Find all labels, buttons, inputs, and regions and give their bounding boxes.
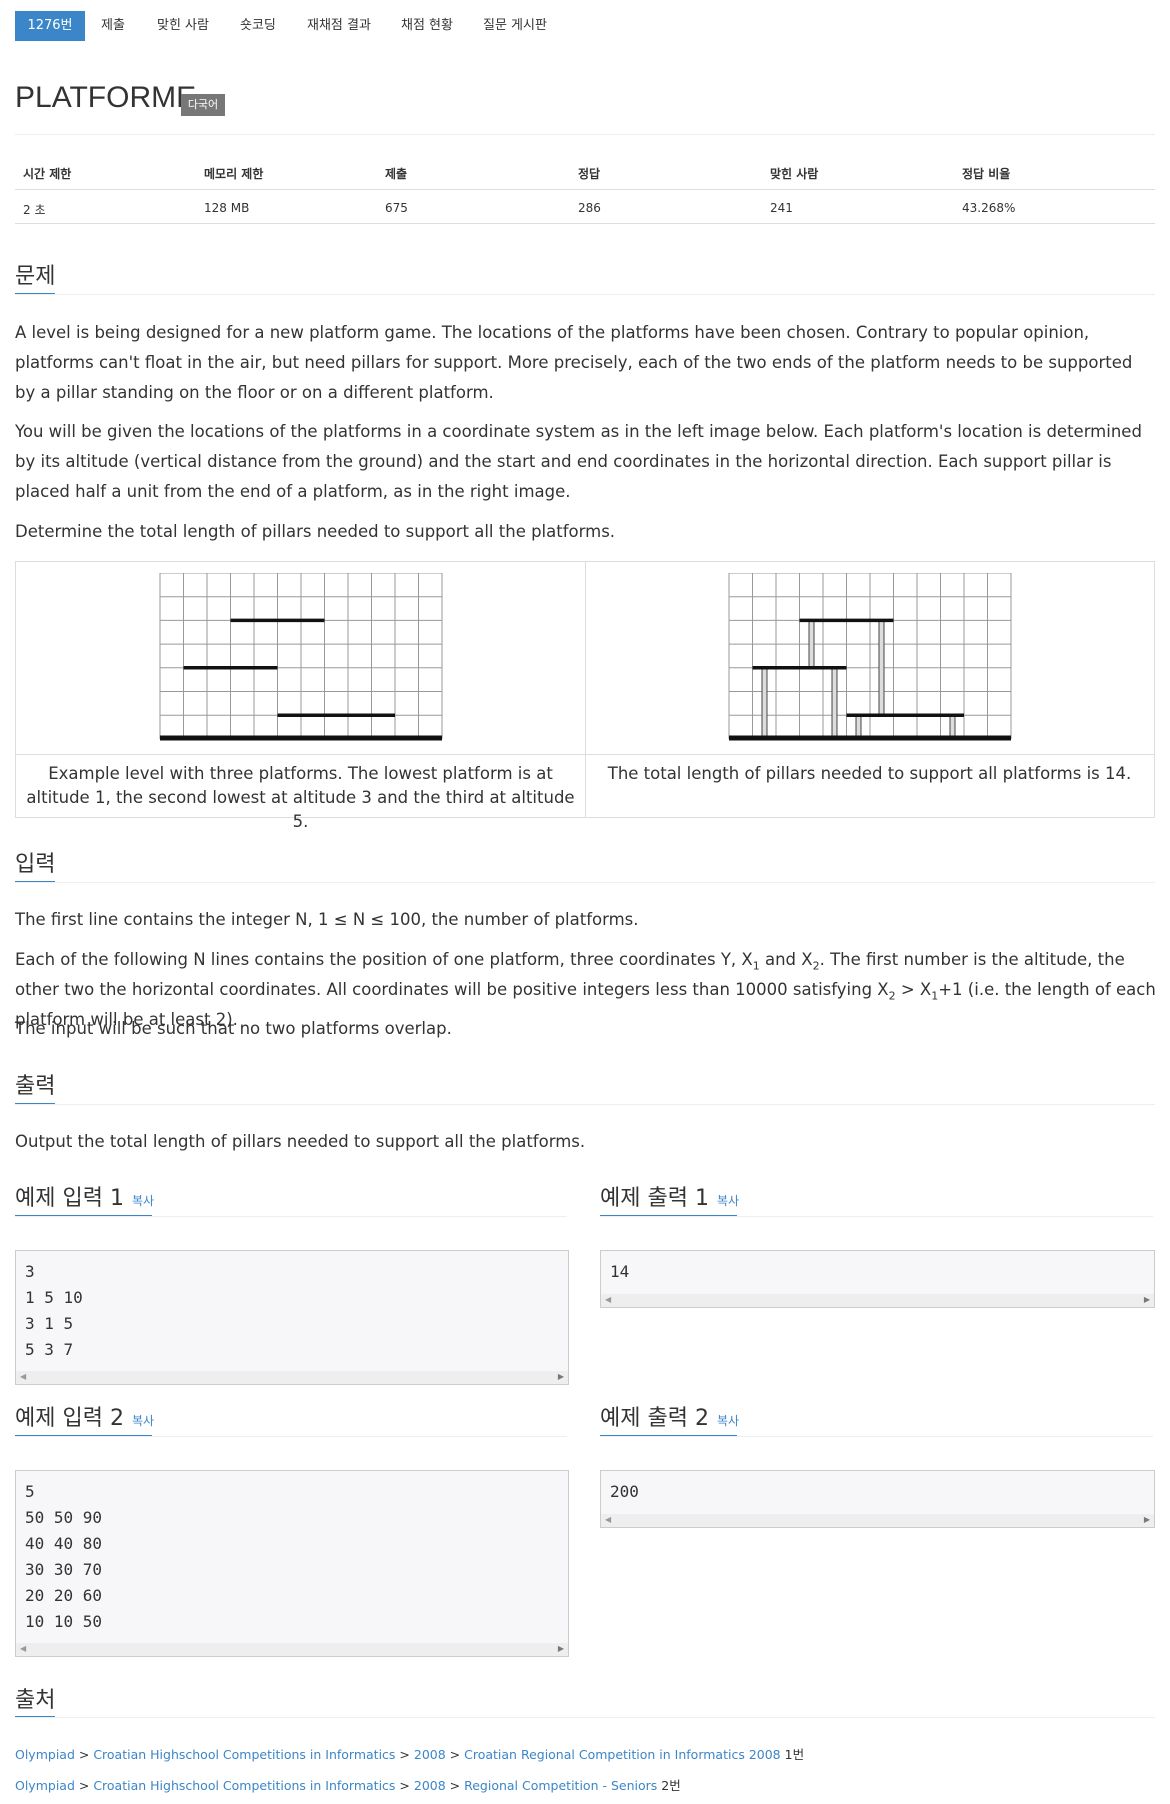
scroll-left-icon[interactable]: ◀ (605, 1295, 612, 1304)
info-header-divider (15, 189, 1155, 190)
copy-button[interactable]: 복사 (131, 1194, 155, 1208)
page-title: PLATFORME (15, 81, 197, 114)
problem-paragraph-1: A level is being designed for a new plat… (15, 323, 1133, 402)
source-line-2: Olympiad > Croatian Highschool Competiti… (15, 1778, 681, 1793)
scroll-left-icon[interactable]: ◀ (605, 1515, 612, 1524)
source-heading: 출처 (15, 1688, 56, 1713)
input-paragraph-1: The first line contains the integer N, 1… (15, 910, 639, 929)
scroll-left-icon[interactable]: ◀ (20, 1372, 27, 1381)
figure-table: Example level with three platforms. The … (15, 561, 1155, 831)
output-divider (15, 1104, 1155, 1105)
info-header-time: 시간 제한 (23, 167, 72, 181)
tab-shortcoding[interactable]: 숏코딩 (240, 18, 276, 33)
problem-paragraph-3: Determine the total length of pillars ne… (15, 522, 616, 541)
sample-input-1-box[interactable]: 3 1 5 10 3 1 5 5 3 7 ◀ ▶ (15, 1250, 569, 1385)
problem-heading: 문제 (15, 264, 56, 289)
input-paragraph-3: The input will be such that no two platf… (15, 1019, 452, 1038)
scroll-right-icon[interactable]: ▶ (1143, 1515, 1150, 1524)
sample-output-2-divider (600, 1436, 1153, 1437)
source-link[interactable]: 2008 (413, 1747, 446, 1762)
sample-input-1-code: 3 1 5 10 3 1 5 5 3 7 (25, 1262, 83, 1359)
info-header-accepted: 정답 (578, 167, 601, 181)
source-link[interactable]: Olympiad (15, 1778, 75, 1793)
title-divider (15, 134, 1155, 135)
source-problem-number: 2번 (661, 1778, 681, 1793)
horizontal-scrollbar[interactable]: ◀ ▶ (601, 1294, 1154, 1307)
source-link[interactable]: Croatian Highschool Competitions in Info… (93, 1747, 396, 1762)
input-divider (15, 882, 1155, 883)
figure-caption-right: The total length of pillars needed to su… (607, 764, 1132, 783)
sample-output-2-box[interactable]: 200 ◀ ▶ (600, 1470, 1155, 1528)
problem-paragraph-2: You will be given the locations of the p… (15, 422, 1142, 501)
output-heading: 출력 (15, 1074, 56, 1099)
scroll-left-icon[interactable]: ◀ (20, 1644, 27, 1653)
sample-input-1-title: 예제 입력 1 복사 (15, 1186, 155, 1211)
info-solvers: 241 (770, 201, 793, 215)
info-accepted: 286 (578, 201, 601, 215)
source-link[interactable]: Croatian Highschool Competitions in Info… (93, 1778, 396, 1793)
source-divider (15, 1717, 1155, 1718)
info-header-memory: 메모리 제한 (204, 167, 264, 181)
sample-input-2-title: 예제 입력 2 복사 (15, 1406, 155, 1431)
source-line-1: Olympiad > Croatian Highschool Competiti… (15, 1747, 805, 1762)
source-link[interactable]: Olympiad (15, 1747, 75, 1762)
copy-button[interactable]: 복사 (716, 1414, 740, 1428)
source-link[interactable]: Croatian Regional Competition in Informa… (464, 1747, 781, 1762)
sample-output-1-code: 14 (610, 1262, 630, 1281)
source-problem-number: 1번 (784, 1747, 805, 1762)
output-paragraph-1: Output the total length of pillars neede… (15, 1132, 586, 1151)
source-link[interactable]: 2008 (413, 1778, 446, 1793)
scroll-right-icon[interactable]: ▶ (557, 1644, 564, 1653)
platforms-figure (159, 573, 443, 741)
info-bottom-divider (15, 223, 1155, 224)
input-heading: 입력 (15, 852, 56, 877)
horizontal-scrollbar[interactable]: ◀ ▶ (16, 1643, 568, 1656)
sample-output-1-title: 예제 출력 1 복사 (600, 1186, 740, 1211)
info-header-solvers: 맞힌 사람 (770, 167, 819, 181)
horizontal-scrollbar[interactable]: ◀ ▶ (16, 1371, 568, 1384)
tab-problem[interactable]: 1276번 (15, 11, 85, 41)
copy-button[interactable]: 복사 (716, 1194, 740, 1208)
info-submissions: 675 (385, 201, 408, 215)
info-time: 2 초 (23, 203, 46, 217)
sample-input-2-box[interactable]: 5 50 50 90 40 40 80 30 30 70 20 20 60 10… (15, 1470, 569, 1657)
sample-output-1-box[interactable]: 14 ◀ ▶ (600, 1250, 1155, 1308)
input-paragraph-2: Each of the following N lines contains t… (15, 950, 1156, 1029)
pillars-figure (728, 573, 1012, 741)
scroll-right-icon[interactable]: ▶ (557, 1372, 564, 1381)
tab-rejudge[interactable]: 재채점 결과 (307, 18, 371, 33)
sample-output-2-title: 예제 출력 2 복사 (600, 1406, 740, 1431)
info-header-submissions: 제출 (385, 167, 408, 181)
figure-column-divider (585, 562, 586, 817)
tab-board[interactable]: 질문 게시판 (483, 18, 547, 33)
info-memory: 128 MB (204, 201, 250, 215)
info-ratio: 43.268% (962, 201, 1016, 215)
figure-caption-left: Example level with three platforms. The … (26, 764, 575, 831)
sample-input-2-divider (15, 1436, 567, 1437)
problem-divider (15, 294, 1155, 295)
sample-input-1-divider (15, 1216, 567, 1217)
sample-input-2-code: 5 50 50 90 40 40 80 30 30 70 20 20 60 10… (25, 1482, 103, 1631)
scroll-right-icon[interactable]: ▶ (1143, 1295, 1150, 1304)
source-link[interactable]: Regional Competition - Seniors (464, 1778, 658, 1793)
copy-button[interactable]: 복사 (131, 1414, 155, 1428)
figure-row-divider (16, 754, 1154, 755)
info-header-ratio: 정답 비율 (962, 167, 1011, 181)
tab-submit[interactable]: 제출 (101, 18, 125, 33)
tab-solvers[interactable]: 맞힌 사람 (157, 18, 209, 33)
sample-output-1-divider (600, 1216, 1153, 1217)
sample-output-2-code: 200 (610, 1482, 639, 1501)
language-badge[interactable]: 다국어 (181, 94, 225, 116)
tab-status[interactable]: 채점 현황 (401, 18, 453, 33)
horizontal-scrollbar[interactable]: ◀ ▶ (601, 1514, 1154, 1527)
